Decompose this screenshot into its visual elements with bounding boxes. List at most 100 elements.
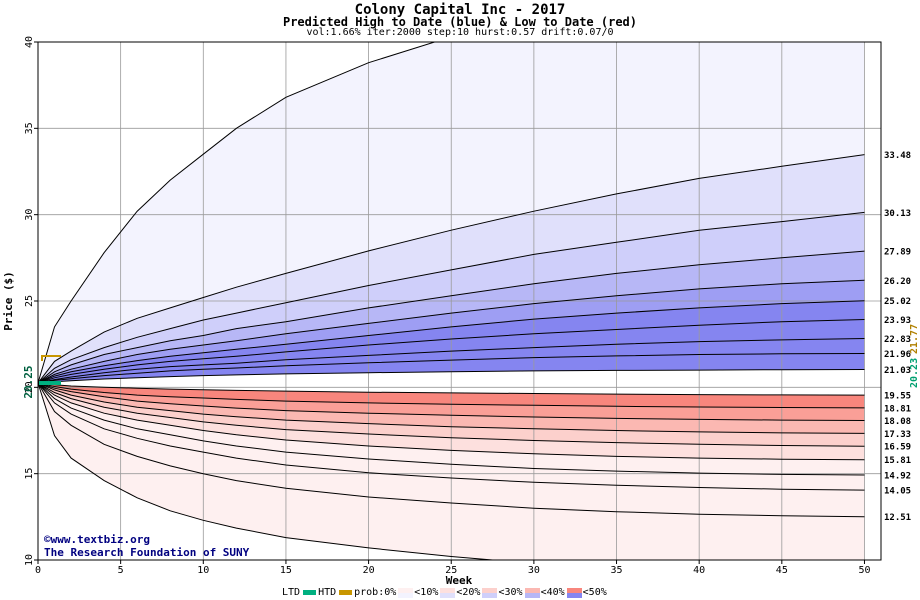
end-value-label: 26.20 [884,277,911,287]
x-tick-label: 5 [118,565,124,576]
percentile-line [38,211,865,384]
y-tick-label: 40 [24,36,35,48]
y-axis-label: Price ($) [2,271,15,331]
percentile-line [38,338,865,384]
percentile-line [38,382,865,396]
y-tick-label: 20 [24,381,35,393]
start-markers [39,355,61,386]
x-tick-label: 15 [280,565,292,576]
high-band-2 [38,212,865,383]
percentile-line [38,382,499,560]
percentile-line [38,353,865,384]
end-value-label: 22.83 [884,335,911,345]
high-band-4 [38,280,865,383]
end-value-label: 18.81 [884,404,911,414]
chart-title: Colony Capital Inc - 2017 [354,2,566,18]
legend-prob-20-label: <20% [456,587,481,598]
percentile-line [38,382,865,447]
legend-prob-30-swatch [524,587,540,598]
percentile-line [38,369,865,384]
legend-prob-label: prob:0% [354,587,397,598]
end-value-label: 12.51 [884,513,911,523]
end-value-label: 21.96 [884,350,911,360]
high-band-6 [38,319,865,383]
start-price-label: 20.25 [22,365,35,398]
end-value-label: 14.92 [884,472,911,482]
percentile-line [38,319,865,384]
end-value-labels: 33.48 30.13 27.89 26.20 25.02 23.93 22.83 21.96… [884,151,911,523]
y-tick-label: 30 [24,209,35,221]
end-value-label: 30.13 [884,209,911,219]
credit-block: ©www.textbiz.org The Research Foundation… [44,533,249,559]
percentile-line [38,382,865,491]
end-value-label: 18.08 [884,417,911,427]
legend-prob-40-label: <40% [540,587,565,598]
end-value-label: 17.33 [884,430,911,440]
x-tick-label: 40 [693,565,705,576]
y-tick-label: 25 [24,295,35,307]
low-band-1 [38,383,865,421]
x-tick-label: 0 [35,565,41,576]
low-band-8 [38,383,865,560]
x-axis-label: Week [446,574,473,587]
end-value-label: 16.59 [884,443,911,453]
high-band-7 [38,338,865,383]
end-value-label: 19.55 [884,392,911,402]
x-tick-label: 45 [776,565,788,576]
percentile-line [38,300,865,384]
high-band-5 [38,300,865,383]
x-tick-label: 50 [858,565,870,576]
high-band-3 [38,251,865,383]
x-tick-label: 20 [363,565,375,576]
htd-current-label: 21.77 [909,324,920,354]
legend-prob-40-swatch [566,587,582,598]
end-value-label: 33.48 [884,151,911,161]
percentile-curves [38,42,865,560]
legend-prob-0-swatch [398,587,414,598]
percentile-line [38,382,865,461]
percentile-line [38,42,437,384]
credit-url: ©www.textbiz.org [44,533,150,546]
percentile-line [38,382,865,518]
percentile-line [38,382,865,476]
legend-prob-10-swatch [440,587,456,598]
x-tick-label: 30 [528,565,540,576]
end-value-label: 27.89 [884,248,911,258]
end-value-label: 14.05 [884,487,911,497]
credit-org: The Research Foundation of SUNY [44,546,250,559]
x-tick-label: 10 [197,565,209,576]
legend-htd-label: HTD [318,587,337,598]
low-band-2 [38,383,865,434]
percentile-line [38,382,865,434]
legend-ltd-swatch [303,590,317,595]
end-value-label: 21.03 [884,366,911,376]
end-value-label: 15.81 [884,456,911,466]
legend-ltd-label: LTD [282,587,301,598]
y-axis-ticks: 10 15 20 25 30 35 40 [24,36,38,566]
htd-start-marker [41,355,61,362]
percentile-line [38,279,865,384]
x-tick-label: 35 [611,565,623,576]
legend-prob-10-label: <10% [414,587,439,598]
ltd-start-marker [39,381,61,386]
x-tick-label: 25 [445,565,457,576]
y-tick-label: 10 [24,554,35,566]
percentile-line [38,382,865,421]
percentile-line [38,250,865,384]
legend-prob-30-label: <30% [498,587,523,598]
percentile-line [38,382,865,409]
legend: LTD HTD prob:0% <10% <20% <30% <40% <50% [282,586,608,599]
x-axis-ticks: 0 5 10 15 20 25 30 35 40 45 50 [35,560,870,576]
legend-prob-50-label: <50% [582,587,607,598]
end-value-label: 25.02 [884,297,911,307]
y-tick-label: 35 [24,122,35,134]
end-value-label: 23.93 [884,316,911,326]
legend-prob-20-swatch [482,587,498,598]
ltd-current-label: 20.23 [909,358,920,388]
chart-subtitle: Predicted High to Date (blue) & Low to D… [282,15,637,29]
legend-htd-swatch [339,590,353,595]
percentile-line [38,154,865,384]
chart-parameters: vol:1.66% iter:2000 step:10 hurst:0.57 d… [306,27,614,38]
y-tick-label: 15 [24,468,35,480]
